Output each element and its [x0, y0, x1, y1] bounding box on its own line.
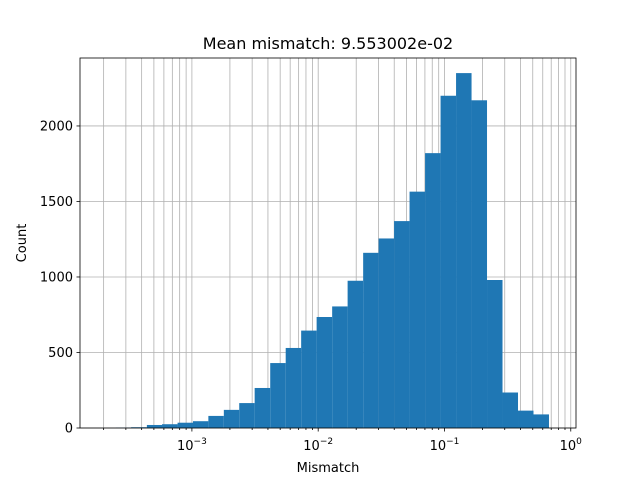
y-axis-label: Count: [15, 224, 30, 263]
x-axis-label: Mismatch: [297, 461, 360, 476]
histogram-bar: [518, 410, 534, 428]
histogram-bar: [239, 403, 255, 428]
histogram-bars: [115, 73, 549, 429]
histogram-bar: [162, 424, 178, 428]
histogram-bar: [316, 317, 333, 428]
y-tick-label: 500: [48, 346, 73, 361]
plot-frame: [79, 57, 577, 429]
histogram-bar: [456, 73, 472, 428]
histogram-bar: [192, 421, 209, 428]
histogram-bar: [471, 100, 488, 429]
histogram-bar: [347, 280, 364, 428]
histogram-bar: [394, 221, 410, 428]
x-tick-label: 10−1: [430, 437, 460, 454]
y-tick-label: 2000: [40, 119, 73, 134]
histogram-bar: [254, 387, 271, 428]
histogram-bar: [425, 153, 441, 428]
histogram-bar: [502, 392, 519, 428]
histogram-bar: [533, 414, 549, 428]
histogram-bar: [332, 306, 348, 428]
histogram-bar: [285, 347, 302, 428]
x-tick-label: 10−2: [303, 437, 333, 454]
histogram-bar: [363, 252, 379, 428]
histogram-bar: [378, 238, 395, 428]
histogram-bar: [208, 415, 224, 428]
histogram-bar: [440, 95, 457, 429]
y-tick-label: 1000: [40, 270, 73, 285]
x-axis-ticks: 10−3 10−2 10−1 100: [103, 428, 583, 454]
x-tick-label: 10−3: [177, 437, 207, 454]
chart-title: Mean mismatch: 9.553002e-02: [203, 34, 453, 53]
histogram-bar: [270, 363, 286, 428]
histogram-bar: [146, 424, 163, 428]
histogram-bar: [301, 330, 317, 428]
histogram-bar: [177, 422, 193, 428]
histogram-bar: [223, 409, 240, 428]
y-tick-label: 0: [65, 422, 73, 437]
histogram-bar: [409, 191, 426, 428]
histogram-bar: [487, 280, 503, 428]
y-axis-ticks: 0 500 1000 1500 2000: [40, 119, 80, 437]
x-tick-label: 100: [560, 437, 583, 454]
y-tick-label: 1500: [40, 195, 73, 210]
